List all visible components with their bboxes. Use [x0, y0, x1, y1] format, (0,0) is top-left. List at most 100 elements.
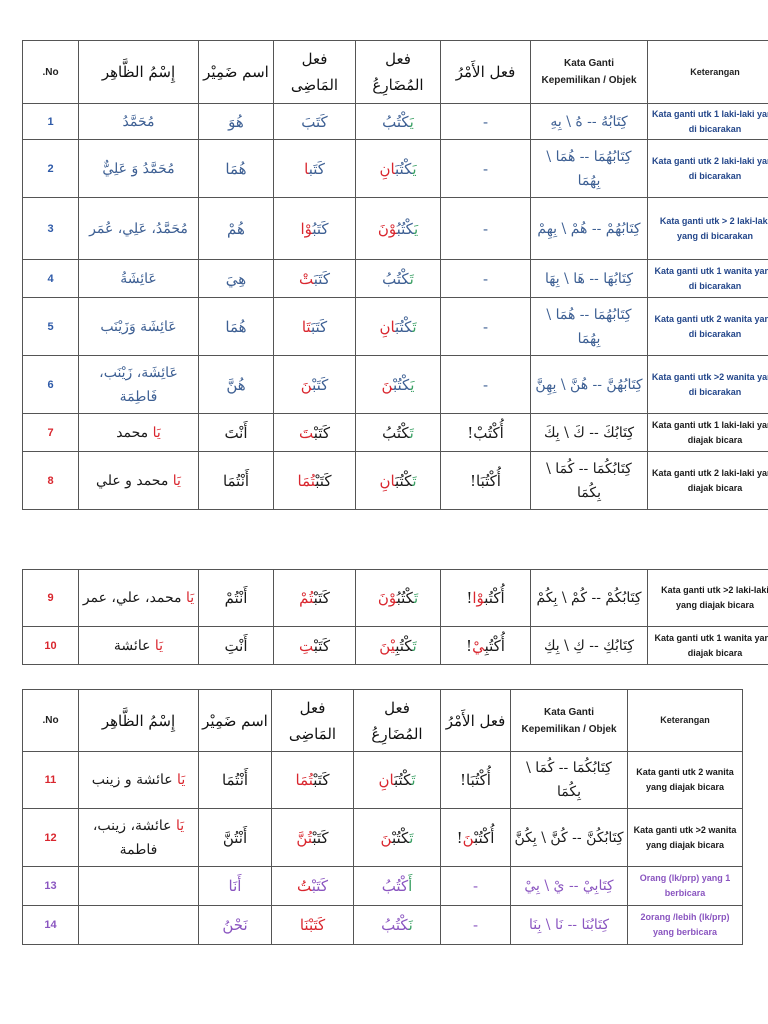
segment-amr: أُكْتُبْ! — [467, 423, 504, 442]
row-number: 14 — [22, 905, 79, 945]
segment-amr: - — [482, 219, 489, 238]
segment-amr: وْا — [472, 589, 485, 607]
header-fiil-madhi: فعل المَاضِى — [271, 689, 354, 752]
cell-amr: أُكْتُبْ! — [440, 413, 531, 452]
segment-kata: كِتَابُكَ -- كَ \ بِكَ — [543, 424, 635, 441]
cell-madhi: كَتَبْتِ — [273, 626, 356, 665]
segment-madhi: كَتَبْنَا — [299, 916, 326, 934]
segment-mudhari: وْنَ — [377, 589, 397, 607]
header-ism-zhahir: إِسْمُ الظَّاهِر — [78, 40, 199, 104]
segment-madhi: كَتَبَ — [301, 112, 328, 131]
segment-kata: كِتَابُهَا -- هَا \ بِهَا — [544, 270, 633, 287]
table-row: 7 يَا محمد أَنْتَ كَتَبْتَ تَكْتُبُ أُكْتُبْ!… — [22, 413, 768, 452]
cell-kata: كِتَابُهُمَا -- هُمَا \ بِهُمَا — [530, 139, 648, 198]
segment-mudhari: كْتُبُ — [382, 269, 410, 288]
row-number: 9 — [22, 569, 79, 627]
segment-mudhari: كْتُبِ — [395, 636, 413, 655]
table-row: 8 يَا محمد و علي أَنْتُمَا كَتَبْتُمَا تَكْت… — [22, 451, 768, 510]
segment-amr: - — [472, 916, 479, 934]
row-number: 1 — [22, 103, 79, 140]
header-fiil-amr: فعل الأَمْرُ — [440, 689, 511, 752]
table-row: 12 يَا عائشة، زينب، فاطمة أَنْتُنَّ كَتَبْت… — [22, 808, 743, 867]
segment-name: يَا — [186, 590, 195, 606]
conjugation-table-3: .No إِسْمُ الظَّاهِر اسم ضَمِيْر فعل المَاض… — [22, 689, 743, 945]
cell-name: يَا عائشة — [78, 626, 199, 665]
segment-name: يَا — [175, 817, 185, 834]
cell-dhamir: أَنْتَ — [198, 413, 274, 452]
segment-mudhari: تَ — [411, 771, 416, 789]
table-row: 9 يَا محمد، علي، عمر أَنْتُمْ كَتَبْتُمْ تَك… — [22, 569, 768, 627]
segment-dhamir: أَنَا — [228, 877, 242, 895]
cell-keterangan: Kata ganti utk 1 laki-laki yang diajak b… — [647, 413, 768, 452]
segment-mudhari: نَ — [408, 916, 413, 934]
segment-amr: أُكْتُب — [484, 589, 505, 607]
segment-madhi: تُمَا — [295, 771, 314, 789]
cell-name: مُحَمَّدُ، عَلِي، عُمَر — [78, 197, 199, 260]
segment-kata: كِتَابُكُمَا -- كُمَا \ بِكُمَا — [546, 460, 632, 501]
cell-mudhari: تَكْتُبَانِ — [355, 451, 441, 510]
cell-name — [78, 866, 199, 906]
segment-name: يَا — [172, 472, 181, 489]
cell-name — [78, 905, 199, 945]
conjugation-table-2: 9 يَا محمد، علي، عمر أَنْتُمْ كَتَبْتُمْ تَك… — [22, 569, 768, 665]
row-number: 10 — [22, 626, 79, 665]
segment-madhi: تُنَّ — [296, 828, 313, 847]
table-row: 6 عَائِشَة، زَيْنَب، فَاطِمَة هُنَّ كَتَبْن… — [22, 355, 768, 414]
segment-madhi: كَتَبَ — [313, 269, 330, 288]
cell-amr: - — [440, 355, 531, 414]
cell-name: عَائِشَة وَزَيْنَب — [78, 297, 199, 356]
cell-kata: كِتَابُهُمَا -- هُمَا \ بِهُمَا — [530, 297, 648, 356]
row-number: 3 — [22, 197, 79, 260]
segment-kata: كِتَابُكُمْ -- كُمْ \ بِكُمْ — [536, 590, 642, 606]
segment-mudhari: تَ — [409, 269, 414, 288]
cell-kata: كِتَابُكُمَا -- كُمَا \ بِكُمَا — [530, 451, 648, 510]
segment-mudhari: كْتُبُ — [382, 423, 410, 442]
cell-amr: - — [440, 103, 531, 140]
header-keterangan: Keterangan — [627, 689, 743, 752]
cell-amr: - — [440, 297, 531, 356]
segment-name: مُحَمَّدُ وَ عَلِيٌّ — [102, 160, 175, 177]
segment-dhamir: أَنْتِ — [224, 636, 248, 655]
segment-mudhari: كْتُبْ — [391, 828, 410, 847]
table-row: 3 مُحَمَّدُ، عَلِي، عُمَر هُمْ كَتَبُوْا يَك… — [22, 197, 768, 260]
cell-amr: - — [440, 905, 511, 945]
cell-dhamir: نَحْنُ — [198, 905, 272, 945]
cell-name: عَائِشَة، زَيْنَب، فَاطِمَة — [78, 355, 199, 414]
segment-madhi: تَا — [301, 317, 311, 336]
segment-amr: أُكْتُبَا! — [460, 771, 491, 789]
segment-name: محمد و علي — [96, 472, 173, 489]
segment-kata: كِتَابِيْ -- يْ \ بِيْ — [524, 878, 614, 894]
cell-name: يَا محمد و علي — [78, 451, 199, 510]
segment-mudhari: انِ — [379, 317, 396, 336]
cell-keterangan: Kata ganti utk 2 laki-laki yang diajak b… — [647, 451, 768, 510]
cell-name: مُحَمَّدُ وَ عَلِيٌّ — [78, 139, 199, 198]
segment-madhi: كَتَبُ — [312, 219, 329, 238]
segment-name: يَا — [152, 424, 161, 441]
segment-mudhari: وْنَ — [377, 219, 397, 238]
segment-dhamir: أَنْتُنَّ — [222, 828, 248, 847]
segment-name: مُحَمَّدُ، عَلِي، عُمَر — [89, 220, 188, 237]
segment-mudhari: يَ — [412, 159, 417, 178]
segment-mudhari: أَ — [408, 877, 413, 895]
segment-name: عائشة، زينب، فاطمة — [92, 817, 176, 858]
segment-madhi: كَتَبْ — [313, 423, 330, 442]
row-number: 11 — [22, 751, 79, 809]
cell-dhamir: أَنْتُمْ — [198, 569, 274, 627]
segment-mudhari: كْتُبُ — [382, 112, 410, 131]
segment-name: عَائِشَةُ — [120, 270, 157, 287]
segment-amr: ! — [466, 636, 473, 655]
segment-amr: - — [472, 877, 479, 895]
segment-madhi: وْا — [300, 219, 313, 238]
segment-mudhari: يَ — [409, 112, 414, 131]
cell-mudhari: يَكْتُبْنَ — [355, 355, 441, 414]
segment-dhamir: أَنْتُمَا — [222, 471, 250, 490]
cell-mudhari: تَكْتُبُ — [355, 413, 441, 452]
segment-mudhari: انِ — [378, 771, 395, 789]
cell-mudhari: يَكْتُبَانِ — [355, 139, 441, 198]
segment-mudhari: كْتُبَ — [395, 317, 413, 336]
header-no: .No — [22, 40, 79, 104]
segment-mudhari: كْتُبُ — [381, 916, 409, 934]
cell-kata: كِتَابُكُمَا -- كُمَا \ بِكُمَا — [510, 751, 628, 809]
cell-dhamir: هُمَا — [198, 297, 274, 356]
segment-name: عائشة — [113, 637, 155, 654]
